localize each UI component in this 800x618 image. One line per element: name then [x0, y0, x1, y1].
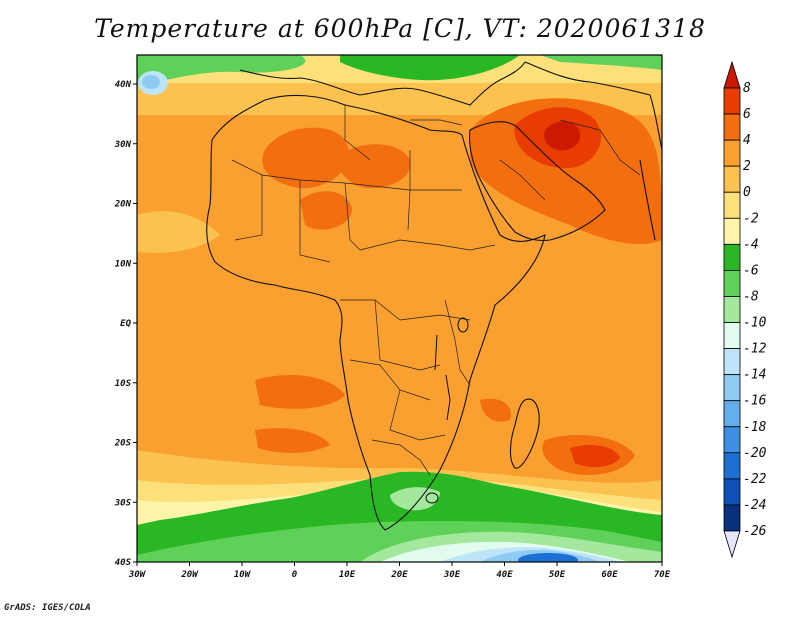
- colorbar-label: -22: [743, 472, 767, 487]
- colorbar-swatch: [723, 165, 741, 193]
- colorbar-swatch: [723, 296, 741, 323]
- temperature-field: [137, 55, 662, 562]
- colorbar-swatch: [723, 452, 741, 480]
- lon-tick-label: 20E: [390, 570, 408, 580]
- colorbar-label: -6: [743, 263, 759, 278]
- colorbar-label: -14: [743, 368, 766, 383]
- latitude-axis: 40N 30N 20N 10N EQ 10S 20S 30S 40S: [114, 80, 137, 568]
- colorbar-swatch: [723, 243, 741, 271]
- lat-tick-label: 20S: [114, 439, 132, 449]
- lat-tick-label: EQ: [120, 319, 131, 329]
- colorbar-swatch: [723, 504, 741, 532]
- colorbar-swatch: [723, 478, 741, 506]
- colorbar: 8 6 4 2 0 -2 -4 -6 -8 -10 -12 -14 -16 -18 -20 -22 -24 -26: [723, 60, 767, 559]
- colorbar-label: 8: [743, 81, 751, 96]
- colorbar-label: 2: [743, 159, 751, 174]
- africa-coastline: [206, 94, 546, 531]
- colorbar-label: -18: [743, 420, 767, 435]
- lon-tick-label: 50E: [549, 570, 566, 580]
- colorbar-swatch: [723, 87, 741, 115]
- lon-tick-label: 20W: [180, 570, 199, 580]
- colorbar-swatch: [723, 113, 741, 141]
- madagascar-coastline: [509, 398, 540, 469]
- lakes: [425, 317, 469, 504]
- lat-tick-label: 10S: [115, 379, 132, 389]
- colorbar-swatch: [723, 322, 741, 349]
- lon-tick-label: 30E: [443, 570, 461, 580]
- lon-tick-label: 10W: [234, 570, 252, 580]
- colorbar-swatch: [723, 426, 741, 454]
- lon-tick-label: 60E: [601, 570, 618, 580]
- colorbar-bottom-arrow: [723, 530, 741, 559]
- lon-tick-label: 30W: [128, 570, 147, 580]
- colorbar-swatch: [723, 191, 741, 219]
- chart-title: Temperature at 600hPa [C], VT: 202006131…: [94, 14, 706, 43]
- colorbar-top-arrow: [723, 60, 741, 89]
- colorbar-label: -8: [743, 289, 759, 304]
- colorbar-label: -2: [743, 211, 759, 226]
- lat-tick-label: 40S: [115, 558, 132, 568]
- longitude-axis: 30W 20W 10W 0 10E 20E 30E 40E 50E 60E 70E: [128, 562, 671, 580]
- colorbar-swatch: [723, 400, 741, 428]
- lat-tick-label: 30N: [114, 140, 132, 150]
- credit-label: GrADS: IGES/COLA: [4, 603, 91, 613]
- india-coastline: [639, 159, 656, 241]
- colorbar-label: -10: [743, 316, 767, 331]
- lat-tick-label: 10N: [115, 259, 132, 269]
- lat-tick-label: 40N: [115, 80, 132, 90]
- coastlines: [206, 61, 662, 531]
- colorbar-swatch: [723, 348, 741, 376]
- asia-coastline: [524, 61, 662, 151]
- colorbar-swatch: [723, 139, 741, 167]
- colorbar-swatch: [723, 217, 741, 245]
- colorbar-label: 6: [743, 107, 751, 122]
- lon-tick-label: 10E: [339, 570, 356, 580]
- lon-tick-label: 70E: [654, 570, 671, 580]
- colorbar-label: 4: [743, 133, 751, 148]
- colorbar-label: -4: [743, 237, 759, 252]
- colorbar-label: -12: [743, 342, 767, 357]
- colorbar-label: -20: [743, 446, 767, 461]
- colorbar-label: -26: [743, 524, 767, 539]
- colorbar-swatch: [723, 374, 741, 402]
- country-borders: [231, 105, 641, 476]
- lat-tick-label: 20N: [114, 200, 132, 210]
- lon-tick-label: 0: [292, 570, 298, 580]
- lon-tick-label: 40E: [496, 570, 513, 580]
- colorbar-label: -24: [743, 498, 766, 513]
- arabia-coastline: [468, 121, 606, 242]
- colorbar-swatch: [723, 270, 741, 297]
- colorbar-label: -16: [743, 394, 767, 409]
- europe-coastline: [239, 61, 526, 106]
- lat-tick-label: 30S: [114, 498, 132, 508]
- colorbar-label: 0: [743, 185, 751, 200]
